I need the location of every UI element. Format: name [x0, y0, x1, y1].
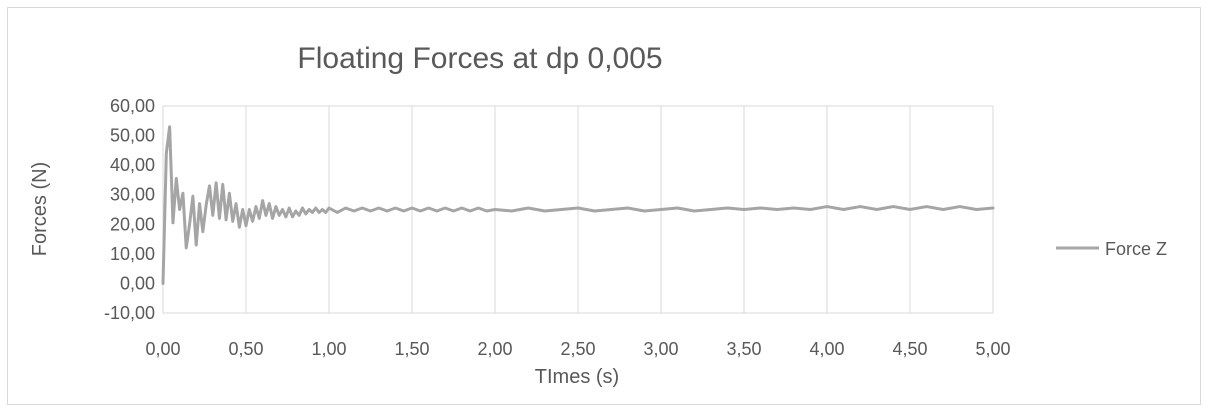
- x-tick-label: 1,00: [311, 339, 346, 359]
- x-tick-label: 5,00: [975, 339, 1010, 359]
- line-chart: Floating Forces at dp 0,005 0,00 0,50 1,00…: [29, 42, 1167, 388]
- y-tick-label: -10,00: [104, 303, 155, 323]
- legend-label-force-z: Force Z: [1105, 239, 1167, 259]
- x-tick-label: 4,50: [892, 339, 927, 359]
- y-axis-title: Forces (N): [29, 162, 51, 256]
- series-layer: [161, 125, 995, 285]
- x-tick-label: 1,50: [394, 339, 429, 359]
- series-line-force-z: [161, 125, 995, 285]
- chart-frame: Floating Forces at dp 0,005 0,00 0,50 1,00…: [7, 7, 1201, 405]
- y-tick-label: 40,00: [110, 155, 155, 175]
- x-tick-label: 4,00: [809, 339, 844, 359]
- x-tick-label: 0,50: [228, 339, 263, 359]
- y-tick-label: 10,00: [110, 244, 155, 264]
- y-tick-label: 0,00: [120, 273, 155, 293]
- x-axis-title: TImes (s): [535, 366, 619, 388]
- x-tick-label: 3,50: [726, 339, 761, 359]
- x-tick-label: 0,00: [145, 339, 180, 359]
- chart-title: Floating Forces at dp 0,005: [297, 42, 662, 75]
- x-tick-label: 2,50: [560, 339, 595, 359]
- legend: Force Z: [1056, 239, 1167, 259]
- x-tick-label: 3,00: [643, 339, 678, 359]
- y-tick-label: 30,00: [110, 185, 155, 205]
- y-tick-label: 60,00: [110, 96, 155, 116]
- y-tick-label: 20,00: [110, 214, 155, 234]
- y-tick-label: 50,00: [110, 126, 155, 146]
- tick-labels: 0,00 0,50 1,00 1,50 2,00 2,50 3,00 3,50 4,00 4,50…: [104, 96, 1011, 359]
- x-tick-label: 2,00: [477, 339, 512, 359]
